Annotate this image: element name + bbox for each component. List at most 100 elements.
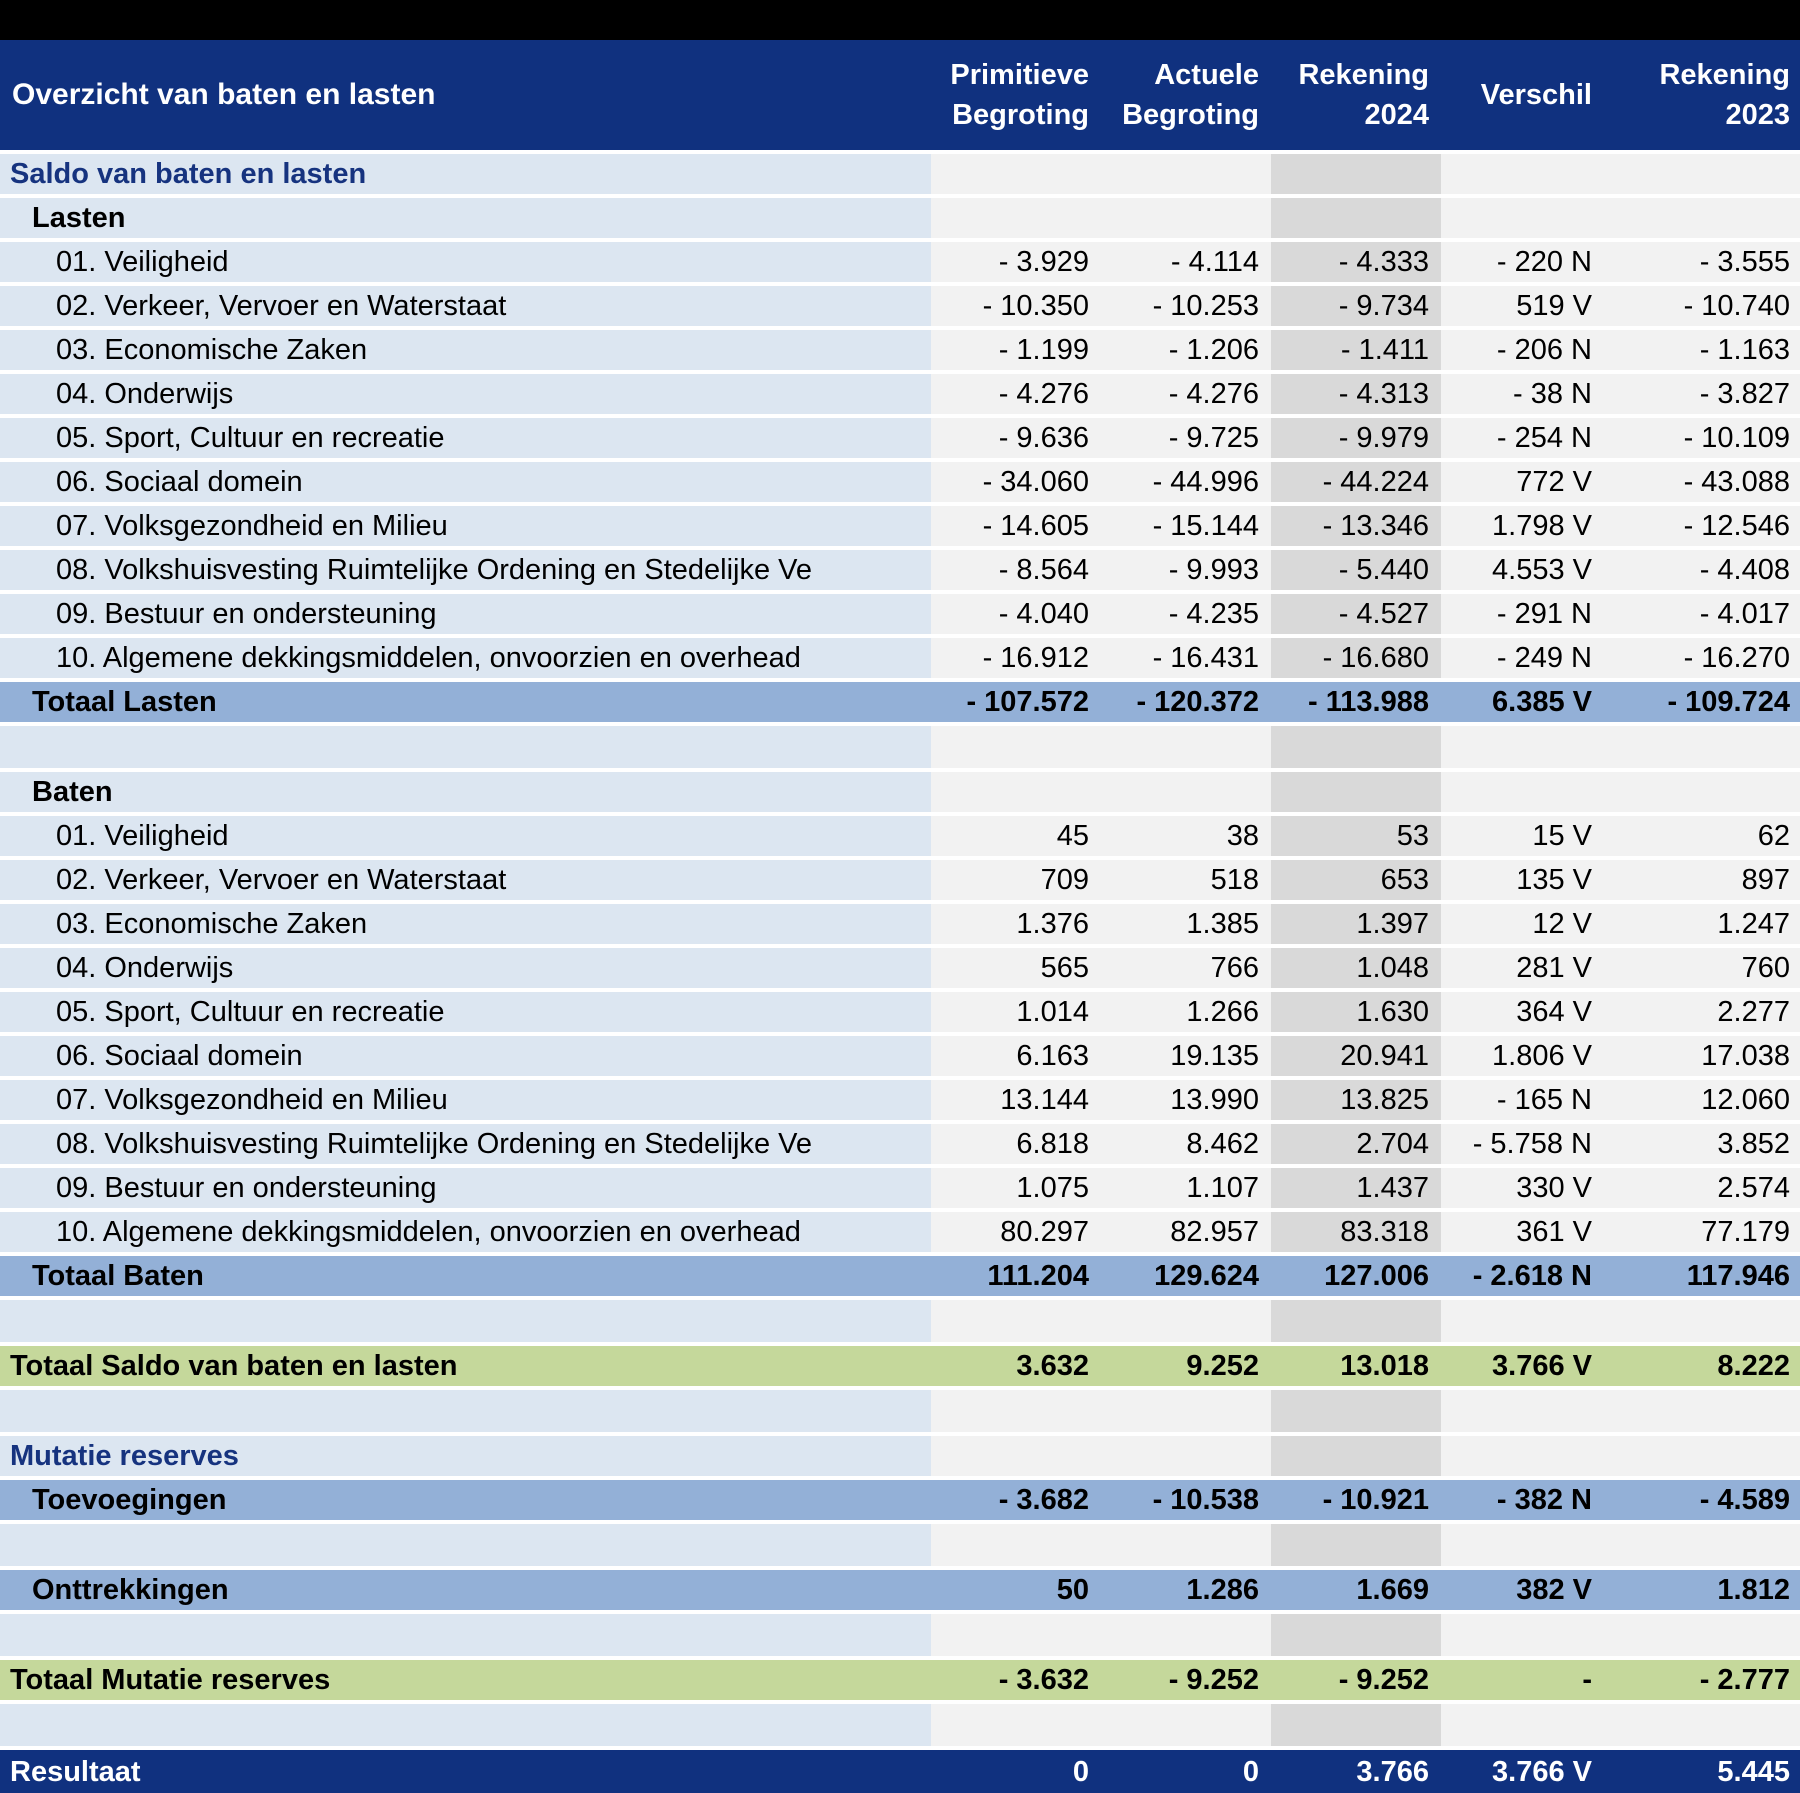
row-label: 04. Onderwijs xyxy=(0,374,931,414)
cell-value: 111.204 xyxy=(931,1256,1101,1296)
cell-value: - 4.276 xyxy=(1101,374,1271,414)
cell-value xyxy=(1101,1704,1271,1746)
cell-value: 6.385 V xyxy=(1441,682,1616,722)
cell-value: 766 xyxy=(1101,948,1271,988)
cell-value: 20.941 xyxy=(1271,1036,1441,1076)
cell-value: 82.957 xyxy=(1101,1212,1271,1252)
row-spacer-1 xyxy=(0,726,1800,768)
cell-value: 772 V xyxy=(1441,462,1616,502)
cell-value: - 10.109 xyxy=(1616,418,1800,458)
cell-value: 281 V xyxy=(1441,948,1616,988)
cell-value xyxy=(1616,198,1800,238)
row-label: Lasten xyxy=(0,198,931,238)
cell-value: 2.277 xyxy=(1616,992,1800,1032)
cell-value: 2.574 xyxy=(1616,1168,1800,1208)
table-body: Saldo van baten en lasten Lasten 01. Veili… xyxy=(0,154,1800,1793)
row-spacer-6 xyxy=(0,1704,1800,1746)
row-label: 05. Sport, Cultuur en recreatie xyxy=(0,992,931,1032)
cell-value: - 9.636 xyxy=(931,418,1101,458)
cell-value: 80.297 xyxy=(931,1212,1101,1252)
cell-value: 62 xyxy=(1616,816,1800,856)
cell-value: 6.163 xyxy=(931,1036,1101,1076)
cell-value: - 4.589 xyxy=(1616,1480,1800,1520)
cell-value: - 109.724 xyxy=(1616,682,1800,722)
cell-value: - 3.827 xyxy=(1616,374,1800,414)
row-baten-05: 05. Sport, Cultuur en recreatie 1.014 1.26… xyxy=(0,992,1800,1032)
cell-value xyxy=(1271,1390,1441,1432)
cell-value: - 16.270 xyxy=(1616,638,1800,678)
row-spacer-3 xyxy=(0,1390,1800,1432)
cell-value: - 16.680 xyxy=(1271,638,1441,678)
row-baten-03: 03. Economische Zaken 1.376 1.385 1.397 12 V… xyxy=(0,904,1800,944)
cell-value: 12 V xyxy=(1441,904,1616,944)
cell-value: 8.222 xyxy=(1616,1346,1800,1386)
cell-value: - 120.372 xyxy=(1101,682,1271,722)
row-baten-02: 02. Verkeer, Vervoer en Waterstaat 709 518… xyxy=(0,860,1800,900)
row-label: Totaal Mutatie reserves xyxy=(0,1660,931,1700)
cell-value: - 14.605 xyxy=(931,506,1101,546)
row-label: Onttrekkingen xyxy=(0,1570,931,1610)
cell-value: - 1.206 xyxy=(1101,330,1271,370)
cell-value: 3.632 xyxy=(931,1346,1101,1386)
cell-value: 8.462 xyxy=(1101,1124,1271,1164)
cell-value: 897 xyxy=(1616,860,1800,900)
row-label xyxy=(0,1524,931,1566)
cell-value xyxy=(931,1614,1101,1656)
row-label xyxy=(0,1704,931,1746)
row-label: 06. Sociaal domein xyxy=(0,462,931,502)
cell-value: 1.376 xyxy=(931,904,1101,944)
cell-value: - 44.996 xyxy=(1101,462,1271,502)
cell-value: 519 V xyxy=(1441,286,1616,326)
row-lasten-05: 05. Sport, Cultuur en recreatie - 9.636 - … xyxy=(0,418,1800,458)
cell-value: - 1.199 xyxy=(931,330,1101,370)
cell-value: 45 xyxy=(931,816,1101,856)
row-spacer-5 xyxy=(0,1614,1800,1656)
cell-value: 13.990 xyxy=(1101,1080,1271,1120)
cell-value xyxy=(1616,1524,1800,1566)
row-label: 10. Algemene dekkingsmiddelen, onvoorzie… xyxy=(0,638,931,678)
cell-value: - 4.017 xyxy=(1616,594,1800,634)
column-header-actuele-begroting: Actuele Begroting xyxy=(1122,58,1259,131)
cell-value: - 10.538 xyxy=(1101,1480,1271,1520)
cell-value xyxy=(1441,726,1616,768)
row-label: 05. Sport, Cultuur en recreatie xyxy=(0,418,931,458)
cell-value: 19.135 xyxy=(1101,1036,1271,1076)
cell-value: - 113.988 xyxy=(1271,682,1441,722)
cell-value: - 4.333 xyxy=(1271,242,1441,282)
row-label xyxy=(0,1614,931,1656)
cell-value: - 3.929 xyxy=(931,242,1101,282)
cell-value: - 9.252 xyxy=(1101,1660,1271,1700)
cell-value: - 291 N xyxy=(1441,594,1616,634)
row-label: 02. Verkeer, Vervoer en Waterstaat xyxy=(0,286,931,326)
cell-value: 4.553 V xyxy=(1441,550,1616,590)
cell-value: 1.798 V xyxy=(1441,506,1616,546)
cell-value: - 165 N xyxy=(1441,1080,1616,1120)
cell-value: - 4.235 xyxy=(1101,594,1271,634)
cell-value: - 4.276 xyxy=(931,374,1101,414)
row-baten-08: 08. Volkshuisvesting Ruimtelijke Ordenin… xyxy=(0,1124,1800,1164)
cell-value: 1.437 xyxy=(1271,1168,1441,1208)
cell-value xyxy=(931,198,1101,238)
cell-value: 3.766 V xyxy=(1441,1346,1616,1386)
cell-value: 13.018 xyxy=(1271,1346,1441,1386)
cell-value: - 382 N xyxy=(1441,1480,1616,1520)
cell-value: - 13.346 xyxy=(1271,506,1441,546)
cell-value xyxy=(1271,772,1441,812)
row-totaal-lasten: Totaal Lasten - 107.572- 120.372- 113.988… xyxy=(0,682,1800,722)
cell-value: - 1.411 xyxy=(1271,330,1441,370)
cell-value: 12.060 xyxy=(1616,1080,1800,1120)
row-baten-header: Baten xyxy=(0,772,1800,812)
cell-value xyxy=(1101,1436,1271,1476)
column-header-primitieve-begroting: Primitieve Begroting xyxy=(950,58,1089,131)
cell-value: 15 V xyxy=(1441,816,1616,856)
cell-value xyxy=(1101,154,1271,194)
cell-value xyxy=(1271,1614,1441,1656)
row-label: Totaal Lasten xyxy=(0,682,931,722)
page-title: Overzicht van baten en lasten xyxy=(12,78,436,111)
cell-value: 2.704 xyxy=(1271,1124,1441,1164)
cell-value: - 8.564 xyxy=(931,550,1101,590)
cell-value: 330 V xyxy=(1441,1168,1616,1208)
row-label: 09. Bestuur en ondersteuning xyxy=(0,594,931,634)
cell-value: - 44.224 xyxy=(1271,462,1441,502)
